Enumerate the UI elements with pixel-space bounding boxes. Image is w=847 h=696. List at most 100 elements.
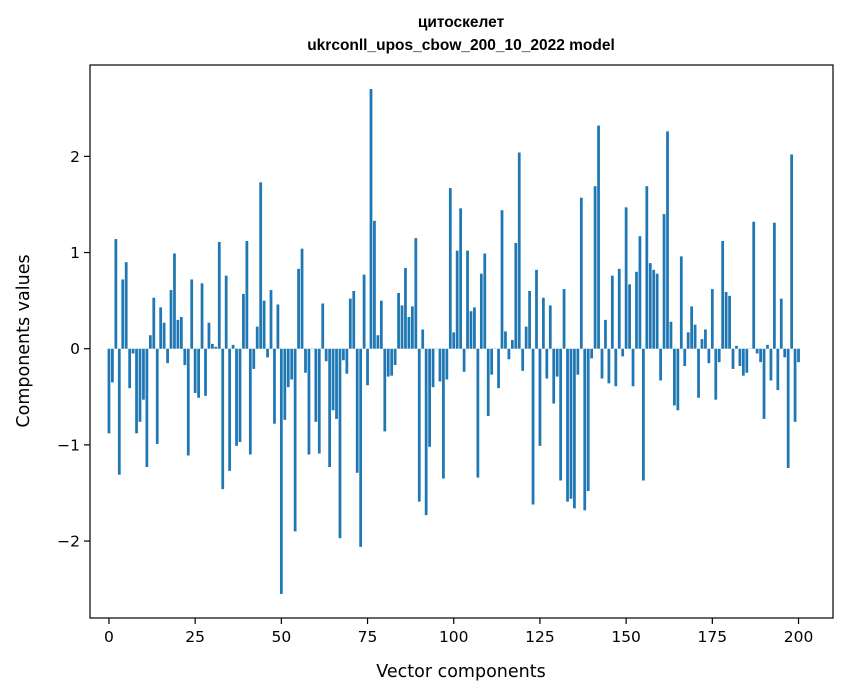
bar (200, 283, 204, 349)
bar (273, 348, 276, 424)
bar (704, 329, 707, 349)
bar (635, 271, 638, 349)
bar (135, 348, 138, 434)
bar (176, 319, 180, 349)
bar (114, 239, 118, 349)
bar (645, 186, 649, 349)
bar (300, 248, 304, 349)
bar (676, 348, 680, 411)
bar (731, 348, 735, 369)
bar (107, 348, 111, 434)
bar (155, 348, 159, 444)
bar (745, 348, 749, 373)
bar (638, 236, 642, 349)
bar (410, 306, 414, 349)
bar (269, 290, 273, 349)
bar (628, 284, 631, 349)
x-tick-label: 125 (525, 628, 555, 646)
bar (569, 348, 573, 499)
bar (486, 348, 490, 417)
x-tick-label: 100 (439, 628, 469, 646)
bar (735, 345, 738, 349)
bar (655, 273, 659, 349)
bar (621, 348, 625, 357)
x-tick-label: 0 (104, 628, 114, 646)
bar (248, 348, 252, 455)
bar (211, 343, 214, 349)
bar (514, 242, 518, 349)
bar (235, 348, 238, 446)
bar (386, 348, 390, 377)
bar (762, 348, 766, 419)
bar (255, 326, 259, 349)
bar (293, 348, 297, 532)
bar (131, 348, 135, 354)
bar (776, 348, 780, 391)
bar (297, 268, 300, 349)
bar (590, 348, 594, 359)
bar (666, 131, 669, 349)
bar (673, 348, 676, 406)
bar (348, 298, 352, 349)
bar (166, 348, 169, 364)
y-axis-label: Components values (14, 254, 34, 427)
bar (724, 291, 728, 349)
bar (593, 186, 597, 349)
bar (548, 305, 552, 349)
bar (535, 269, 538, 349)
bar (766, 344, 769, 349)
bar (397, 292, 400, 349)
bar (142, 348, 145, 400)
bar (683, 348, 687, 367)
bar (417, 348, 421, 502)
bar (283, 348, 287, 420)
bar (717, 348, 721, 363)
bar (610, 275, 614, 349)
bar (521, 348, 525, 371)
bar (228, 348, 232, 471)
bar (421, 329, 425, 349)
bar (579, 197, 583, 349)
bar (442, 348, 445, 479)
bar (586, 348, 590, 492)
bar (473, 307, 476, 349)
bar (117, 348, 121, 475)
bar (252, 348, 256, 369)
bar (648, 263, 652, 349)
bar (741, 348, 745, 376)
bar (469, 311, 473, 349)
bar (148, 335, 152, 349)
bar (431, 348, 435, 388)
y-tick-label: 0 (70, 340, 80, 358)
bar-group (107, 89, 800, 594)
bar (528, 291, 531, 349)
bar (173, 253, 176, 349)
bar (307, 348, 311, 455)
bar (224, 275, 228, 349)
chart-title: цитоскелет (418, 14, 505, 31)
bar (728, 295, 731, 349)
bar (455, 250, 459, 349)
bar (355, 348, 359, 473)
bar (793, 348, 797, 422)
bar (242, 293, 245, 349)
bar (459, 208, 463, 349)
bar (576, 348, 580, 375)
bar (445, 348, 449, 380)
bar (624, 207, 628, 349)
bar (335, 348, 338, 419)
bar (428, 348, 431, 447)
bar (500, 210, 504, 349)
bar (448, 188, 452, 349)
bar (169, 290, 173, 349)
bar (111, 348, 114, 383)
bar (573, 348, 576, 509)
x-axis-ticks: 0 25 50 75 100 125 150 175 200 (104, 618, 813, 646)
x-tick-label: 175 (698, 628, 728, 646)
bar (524, 326, 528, 349)
x-tick-label: 200 (784, 628, 814, 646)
bar (438, 348, 442, 382)
bar (138, 348, 142, 422)
bar (204, 348, 207, 396)
bar (552, 348, 556, 404)
